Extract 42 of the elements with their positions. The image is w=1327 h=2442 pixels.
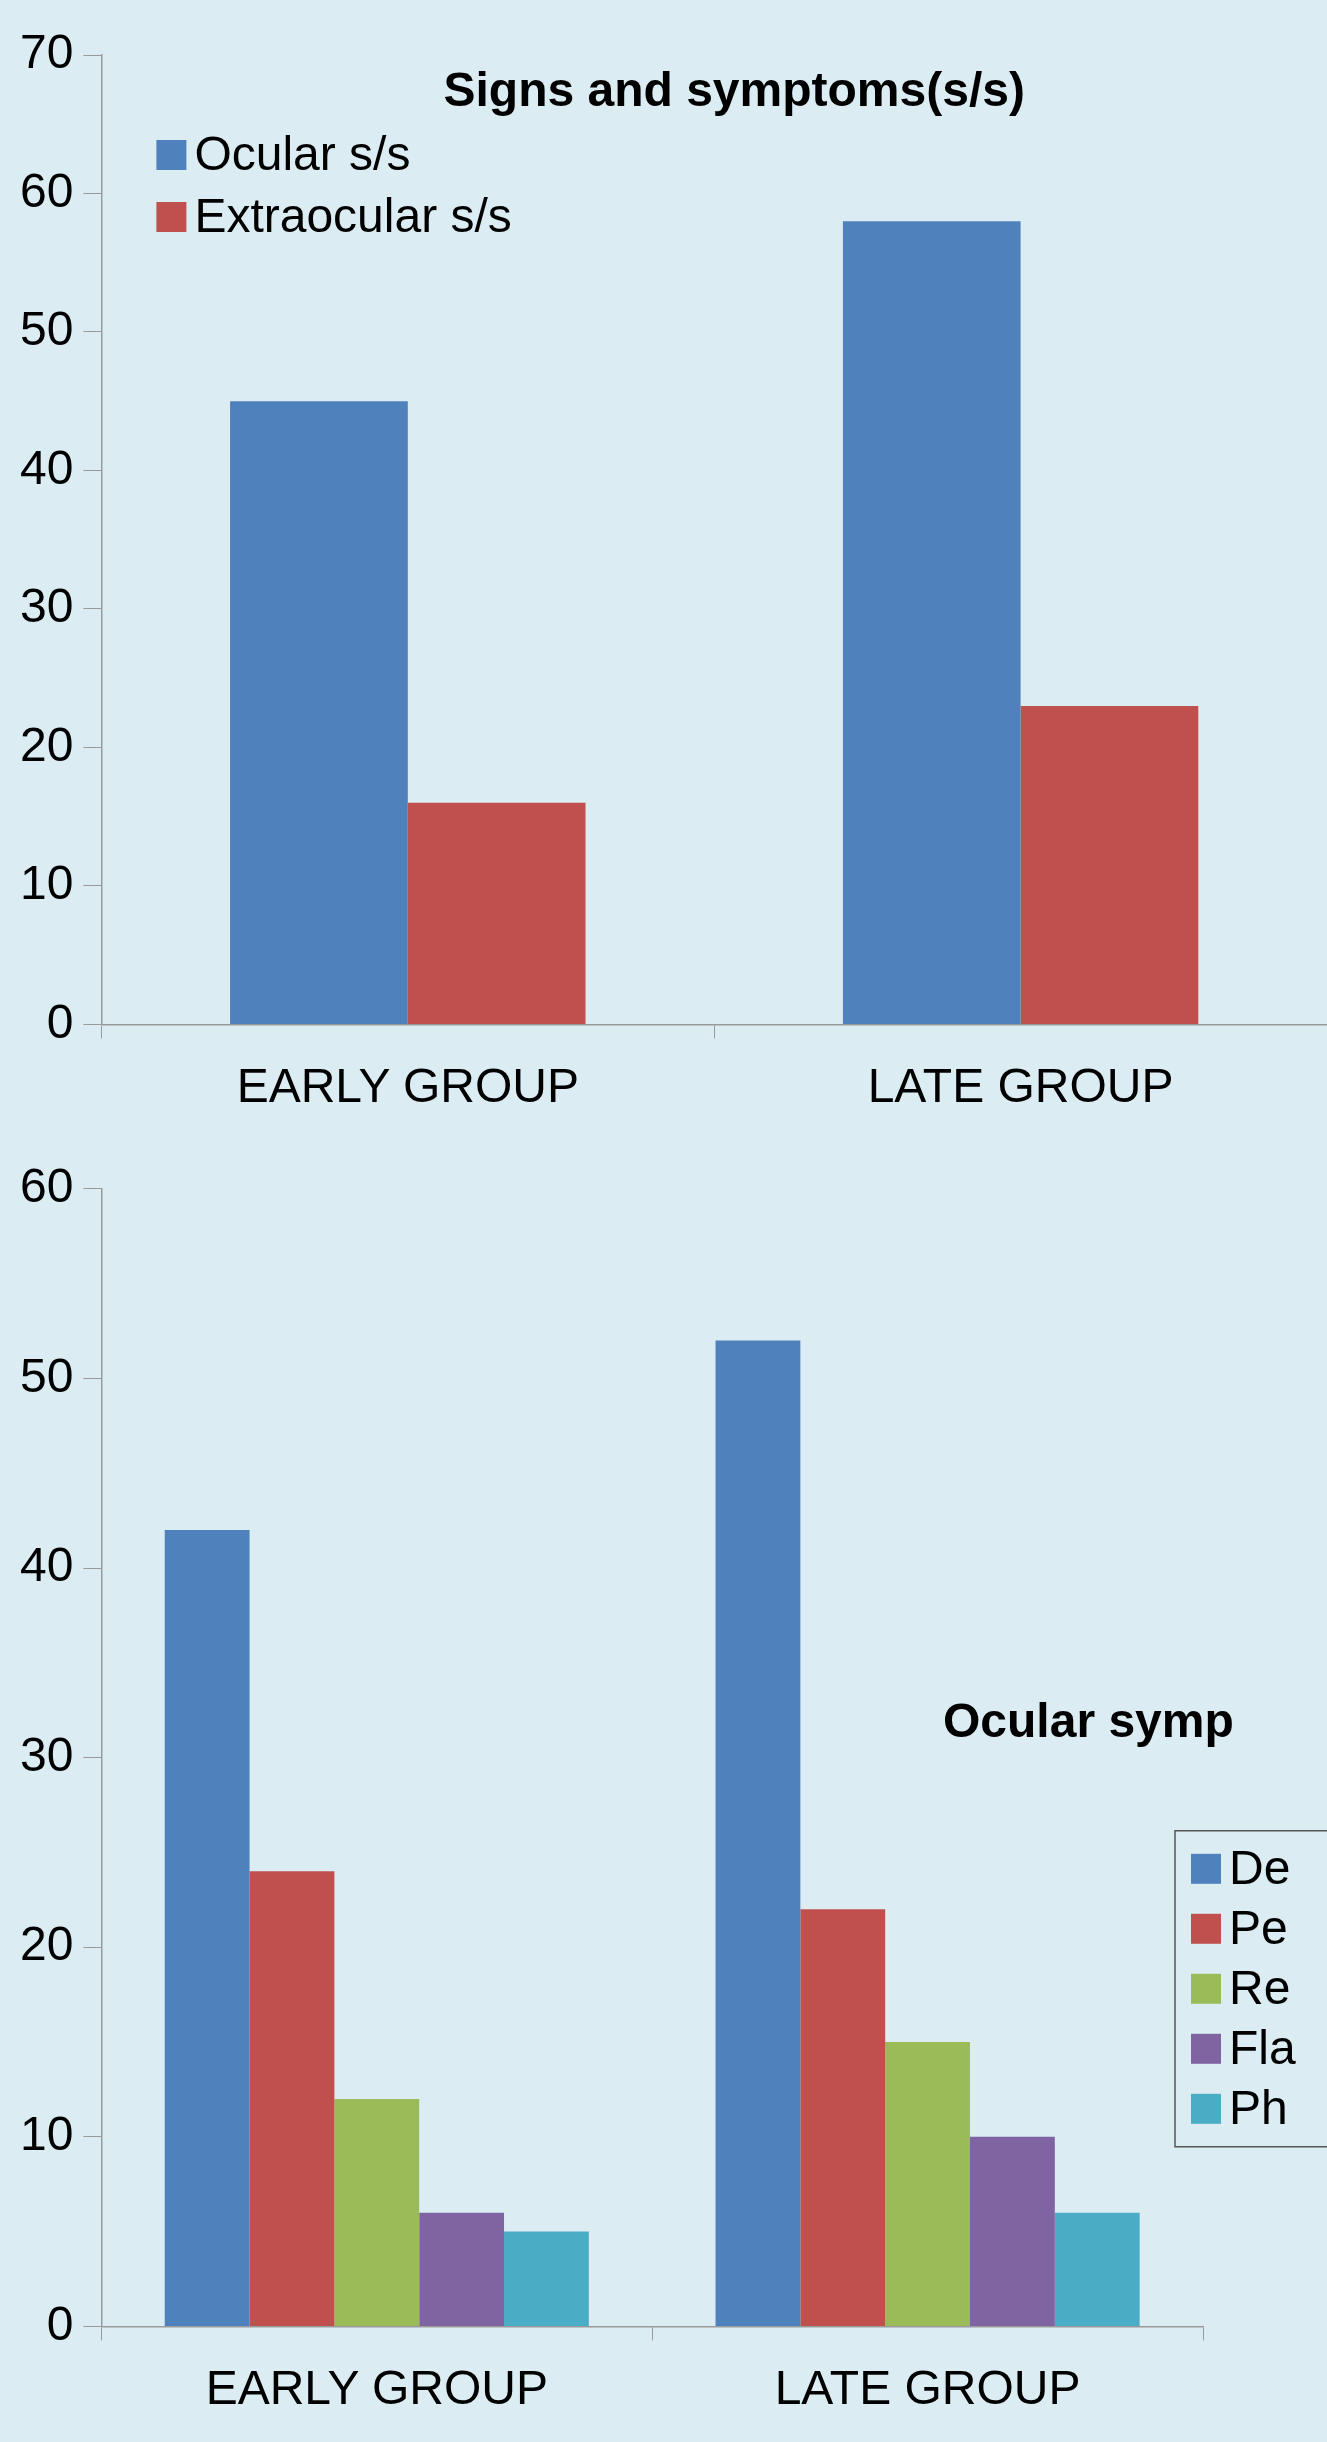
bar — [419, 2212, 505, 2326]
y-tick-label: 70 — [20, 25, 74, 79]
x-tick-label: LATE GROUP — [774, 2361, 1081, 2415]
bar — [1020, 705, 1199, 1024]
bar — [842, 221, 1021, 1024]
legend-label: Pe — [1229, 1901, 1288, 1955]
bar — [970, 2136, 1055, 2326]
legend-label: De — [1229, 1841, 1291, 1895]
y-tick-label: 50 — [20, 302, 74, 356]
y-tick-label: 60 — [20, 163, 74, 217]
legend-label: Re — [1229, 1961, 1291, 2015]
bar — [334, 2098, 420, 2326]
y-tick-label: 40 — [20, 1538, 74, 1592]
bar — [800, 1909, 886, 2326]
x-tick-label: EARLY GROUP — [205, 2361, 548, 2415]
y-tick-label: 60 — [20, 1159, 74, 1213]
bar — [249, 1871, 335, 2326]
y-tick-label: 30 — [20, 579, 74, 633]
y-tick-label: 40 — [20, 440, 74, 494]
y-tick-label: 10 — [20, 856, 74, 910]
text: Ocular symp — [943, 1694, 1234, 1748]
y-tick-label: 50 — [20, 1348, 74, 1402]
bar — [407, 802, 586, 1024]
bar — [164, 1530, 250, 2326]
x-tick-label: EARLY GROUP — [236, 1059, 579, 1113]
legend-label: Fla — [1229, 2021, 1296, 2075]
y-tick-label: 0 — [46, 2296, 74, 2350]
y-tick-label: 10 — [20, 2107, 74, 2161]
y-tick-label: 0 — [46, 994, 74, 1048]
bar — [504, 2231, 589, 2326]
chart-title: Signs and symptoms(s/s) — [443, 63, 1025, 117]
y-tick-label: 30 — [20, 1727, 74, 1781]
legend-label: Ph — [1229, 2081, 1288, 2135]
bar — [715, 1340, 801, 2326]
x-tick-label: LATE GROUP — [867, 1059, 1174, 1113]
legend-label: Extraocular s/s — [194, 189, 512, 243]
bar — [1054, 2212, 1140, 2326]
y-tick-label: 20 — [20, 1917, 74, 1971]
legend-label: Ocular s/s — [194, 127, 411, 181]
bar — [885, 2042, 971, 2326]
bar — [230, 401, 408, 1024]
y-tick-label: 20 — [20, 717, 74, 771]
